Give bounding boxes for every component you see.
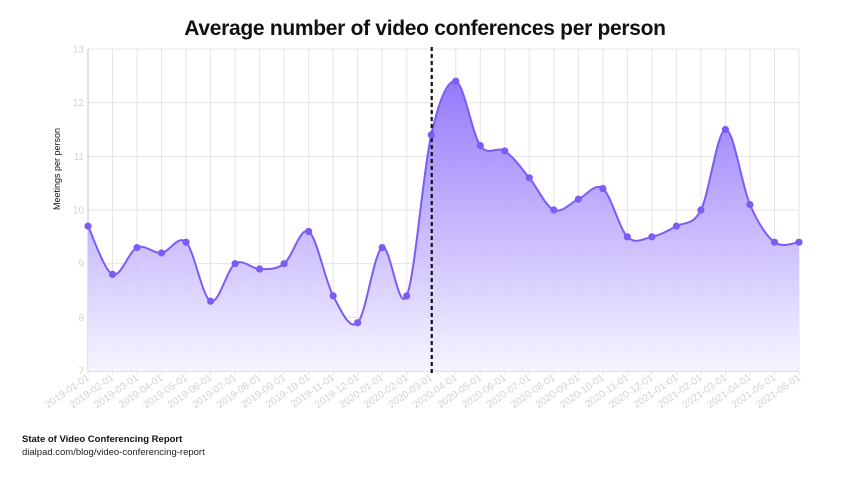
data-point (280, 260, 288, 268)
data-point (452, 77, 460, 85)
data-point (256, 265, 264, 273)
data-point (697, 206, 705, 214)
data-point (550, 206, 558, 214)
y-tick-label: 7 (78, 367, 84, 378)
y-axis-ticks: 7 8 9 10 11 12 13 (73, 45, 85, 378)
data-point (672, 222, 681, 230)
data-point (623, 233, 631, 241)
data-point (648, 233, 656, 241)
data-point (525, 174, 533, 182)
data-point (305, 227, 313, 236)
data-point (378, 243, 386, 252)
data-point (206, 297, 215, 305)
data-point (476, 142, 484, 150)
area-fill (88, 81, 799, 371)
y-tick-label: 11 (74, 152, 85, 163)
data-point (795, 238, 803, 246)
data-point (599, 184, 607, 193)
data-point (403, 292, 411, 300)
x-axis-ticks: 2019-01-012019-02-012019-03-012019-04-01… (44, 372, 804, 411)
data-point (133, 243, 141, 252)
y-axis-label: Meetings per person (52, 127, 62, 210)
data-point (721, 125, 730, 134)
y-tick-label: 10 (73, 206, 85, 217)
y-tick-label: 12 (73, 98, 85, 109)
chart-title: Average number of video conferences per … (184, 17, 666, 40)
data-point (574, 195, 582, 203)
data-point (354, 319, 362, 327)
y-tick-label: 9 (78, 259, 84, 270)
source-url: dialpad.com/blog/video-conferencing-repo… (22, 447, 205, 458)
data-point (108, 270, 117, 278)
data-point (746, 201, 754, 209)
data-point (231, 260, 239, 268)
data-point (427, 131, 435, 139)
y-tick-label: 13 (73, 45, 85, 56)
data-point (770, 238, 779, 246)
data-point (501, 147, 509, 155)
data-point (329, 292, 337, 300)
source-title: State of Video Conferencing Report (22, 434, 183, 445)
data-point (182, 238, 190, 246)
data-points (84, 77, 803, 327)
footer: State of Video Conferencing Report dialp… (22, 433, 205, 459)
data-point (84, 222, 92, 230)
data-point (157, 249, 166, 257)
y-tick-label: 8 (78, 313, 84, 324)
